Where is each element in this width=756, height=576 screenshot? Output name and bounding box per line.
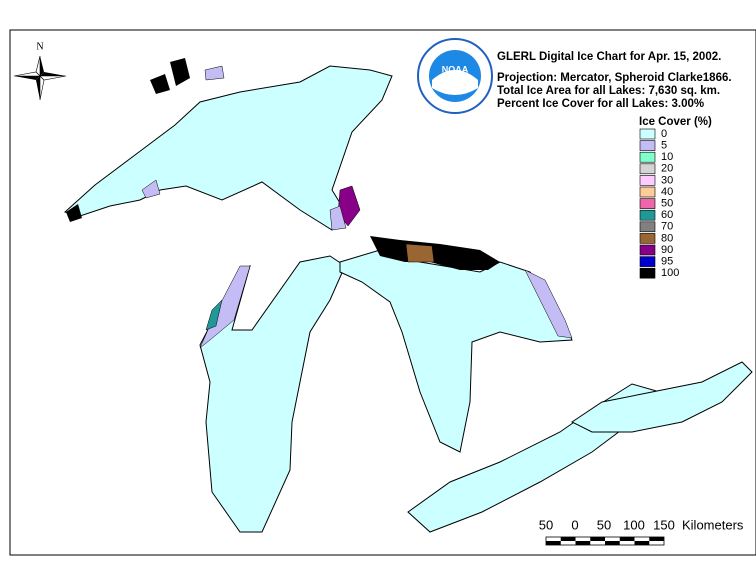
scale-segment [619, 537, 635, 541]
lake-huron [339, 249, 573, 453]
legend-label: 50 [661, 198, 673, 210]
scale-label: 100 [623, 517, 645, 532]
legend-swatch [639, 175, 656, 186]
legend-swatch [639, 221, 656, 233]
legend-swatch [639, 151, 656, 163]
projection: Projection: Mercator, Spheroid Clarke186… [497, 72, 732, 84]
ice-patch [405, 243, 435, 263]
ice-patch [150, 74, 170, 94]
scale-label: 0 [571, 517, 578, 532]
legend-label: 5 [661, 140, 667, 152]
scale-label: 150 [653, 517, 675, 532]
frame [9, 29, 756, 556]
scale-segment [590, 537, 605, 541]
scale-segment [575, 541, 591, 545]
legend-swatch [639, 198, 656, 209]
scale-bar: 50 0 50 100 150 Kilometers [539, 517, 744, 546]
legend-swatch [639, 267, 656, 279]
scale-outline [545, 536, 665, 546]
total-area: Total Ice Area for all Lakes: 7,630 sq. … [497, 85, 720, 97]
legend-swatch [639, 209, 656, 221]
ice-patch [141, 179, 161, 199]
legend-label: 0 [661, 128, 667, 140]
legend-label: 100 [661, 267, 679, 279]
legend-label: 30 [661, 174, 673, 186]
legend-swatch [639, 186, 656, 198]
legend-label: 60 [661, 209, 673, 221]
scale-label: 50 [597, 517, 611, 532]
legend-label: 10 [661, 151, 673, 163]
legend-swatch [639, 256, 656, 267]
ice-patch [66, 204, 82, 222]
scale-unit: Kilometers [682, 517, 744, 532]
ice-patch [329, 205, 347, 231]
scale-segment [649, 537, 664, 541]
legend-swatch [639, 163, 656, 175]
north-label: N [36, 41, 43, 52]
noaa-logo: NOAA [417, 38, 493, 114]
legend-swatch [639, 244, 656, 256]
north-arrow: N [13, 41, 67, 101]
legend-label: 90 [661, 244, 673, 256]
legend-swatch [639, 140, 656, 151]
legend-label: 40 [661, 186, 673, 198]
percent-cover: Percent Ice Cover for all Lakes: 3.00% [497, 98, 704, 110]
ice-patch [524, 269, 573, 339]
ice-patch [370, 236, 500, 270]
ice-patch [170, 58, 190, 86]
scale-segment [560, 537, 576, 541]
ice-patch [204, 65, 225, 81]
lake-ontario [571, 361, 753, 433]
legend-swatch [639, 233, 656, 244]
ice-patch [205, 299, 223, 331]
logo-text: NOAA [442, 64, 469, 74]
scale-segment [546, 541, 561, 545]
lake-michigan [199, 255, 346, 533]
legend-swatch [639, 128, 656, 140]
legend-label: 80 [661, 232, 673, 244]
title: GLERL Digital Ice Chart for Apr. 15, 200… [497, 51, 721, 63]
scale-label: 50 [539, 517, 553, 532]
legend-title: Ice Cover (%) [639, 116, 712, 128]
scale-segment [634, 541, 650, 545]
scale-segment [605, 541, 620, 545]
ice-patches [66, 58, 573, 349]
legend-label: 20 [661, 163, 673, 175]
legend-label: 70 [661, 221, 673, 233]
legend-label: 95 [661, 256, 673, 268]
